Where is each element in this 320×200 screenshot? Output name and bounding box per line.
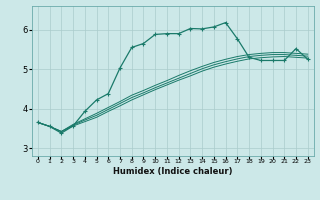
- X-axis label: Humidex (Indice chaleur): Humidex (Indice chaleur): [113, 167, 233, 176]
